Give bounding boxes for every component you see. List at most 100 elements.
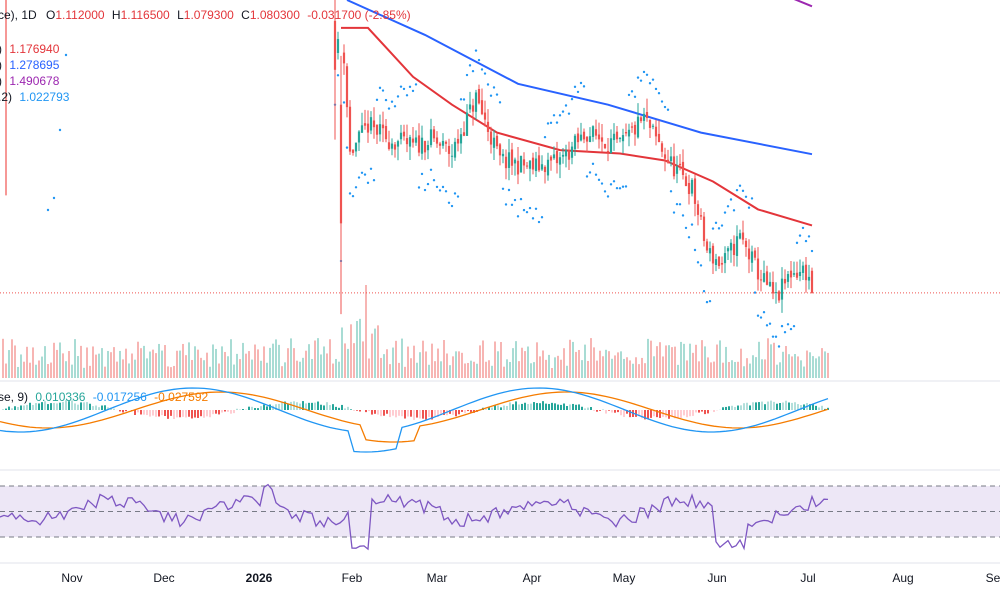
rsi-line — [0, 483, 829, 551]
candle — [381, 124, 385, 129]
time-axis-label: Jul — [800, 571, 815, 585]
sar-dot — [645, 73, 649, 77]
macd-hist-bar — [104, 405, 106, 410]
candle — [711, 245, 715, 264]
candle — [336, 38, 340, 53]
sar-dot — [528, 206, 532, 210]
sar-dot — [789, 327, 793, 331]
sar-dot — [600, 182, 604, 185]
volume-bar — [533, 362, 535, 378]
macd-hist-bar — [431, 410, 433, 420]
macd-hist-bar — [65, 400, 67, 410]
low-value: 1.079300 — [183, 8, 234, 22]
candle — [435, 137, 439, 144]
macd-hist-bar — [299, 403, 301, 410]
volume-bar — [587, 360, 589, 378]
candle — [504, 156, 508, 169]
sar-dot — [64, 53, 68, 57]
sar-dot — [762, 310, 766, 314]
sar-dot — [714, 221, 718, 225]
macd-hist-bar — [242, 409, 244, 410]
macd-hist-bar — [506, 406, 508, 410]
candle — [507, 152, 511, 168]
candle — [432, 129, 436, 139]
volume-bar — [680, 341, 682, 378]
ma-line — [793, 0, 813, 8]
volume-bar — [146, 358, 148, 378]
macd-hist-bar — [221, 410, 223, 413]
sar-dot — [660, 100, 664, 103]
volume-bar — [311, 358, 313, 378]
sar-dot — [417, 186, 421, 189]
macd-value: -0.017256 — [92, 390, 147, 404]
volume-bar — [818, 356, 820, 378]
volume-bar — [149, 351, 151, 378]
volume-bar — [752, 355, 754, 378]
volume-bar — [80, 345, 82, 378]
volume-bar — [35, 364, 37, 378]
macd-hist-bar — [326, 402, 328, 410]
sar-dot — [567, 112, 571, 115]
macd-hist-bar — [500, 407, 502, 410]
macd-legend: se, 9) 0.010336 -0.017256 -0.027592 — [0, 390, 208, 404]
open-label: O — [46, 8, 56, 22]
volume-bar — [350, 324, 352, 378]
moving-averages — [341, 0, 813, 227]
macd-hist-bar — [206, 410, 208, 417]
candle — [375, 124, 379, 135]
sar-dot — [690, 223, 694, 226]
sar-label: .2) — [0, 90, 13, 104]
sar-dot — [723, 211, 727, 214]
sar-dot — [738, 184, 742, 187]
volume-bar — [374, 328, 376, 378]
sar-dot — [594, 173, 598, 176]
symbol-label: ce), 1D — [0, 8, 37, 22]
macd-hist-bar — [827, 407, 829, 410]
candle — [807, 276, 811, 281]
sar-dot — [471, 69, 475, 73]
candle — [543, 166, 547, 173]
volume-bar — [314, 340, 316, 378]
volume-bar — [326, 353, 328, 378]
volume-bar — [119, 350, 121, 378]
macd-hist-bar — [185, 410, 187, 418]
volume-bar — [446, 353, 448, 378]
sar-dot — [699, 264, 703, 267]
macd-hist-bar — [410, 410, 412, 417]
candle — [771, 282, 775, 294]
macd-hist-bar — [281, 402, 283, 410]
sar-dot — [729, 198, 733, 201]
candle — [408, 137, 412, 147]
sar-dot — [579, 81, 583, 85]
macd-hist-bar — [308, 402, 310, 410]
sar-dot — [657, 91, 661, 95]
macd-hist-bar — [590, 407, 592, 410]
candle — [609, 138, 613, 154]
macd-hist-bar — [518, 404, 520, 410]
volume-bar — [518, 361, 520, 378]
macd-hist-bar — [344, 408, 346, 410]
macd-hist-bar — [542, 401, 544, 410]
volume-bar — [236, 353, 238, 378]
macd-hist-bar — [797, 404, 799, 410]
volume-bar — [569, 339, 571, 378]
candle — [705, 241, 709, 251]
volume-bar — [185, 355, 187, 378]
volume-bar — [89, 365, 91, 378]
macd-hist-bar — [419, 410, 421, 419]
candle — [399, 132, 403, 140]
candle — [600, 137, 604, 142]
volume-bar — [275, 339, 277, 378]
volume-bar — [212, 344, 214, 378]
candle — [351, 149, 355, 153]
sar-dot — [774, 335, 778, 338]
macd-hist-bar — [671, 410, 673, 417]
macd-hist-bar — [23, 405, 25, 410]
candle — [678, 163, 682, 166]
volume-bar — [155, 353, 157, 378]
volume-bar — [701, 340, 703, 378]
macd-hist-bar — [587, 407, 589, 410]
volume-bar — [812, 356, 814, 378]
sar-dot — [564, 104, 568, 107]
